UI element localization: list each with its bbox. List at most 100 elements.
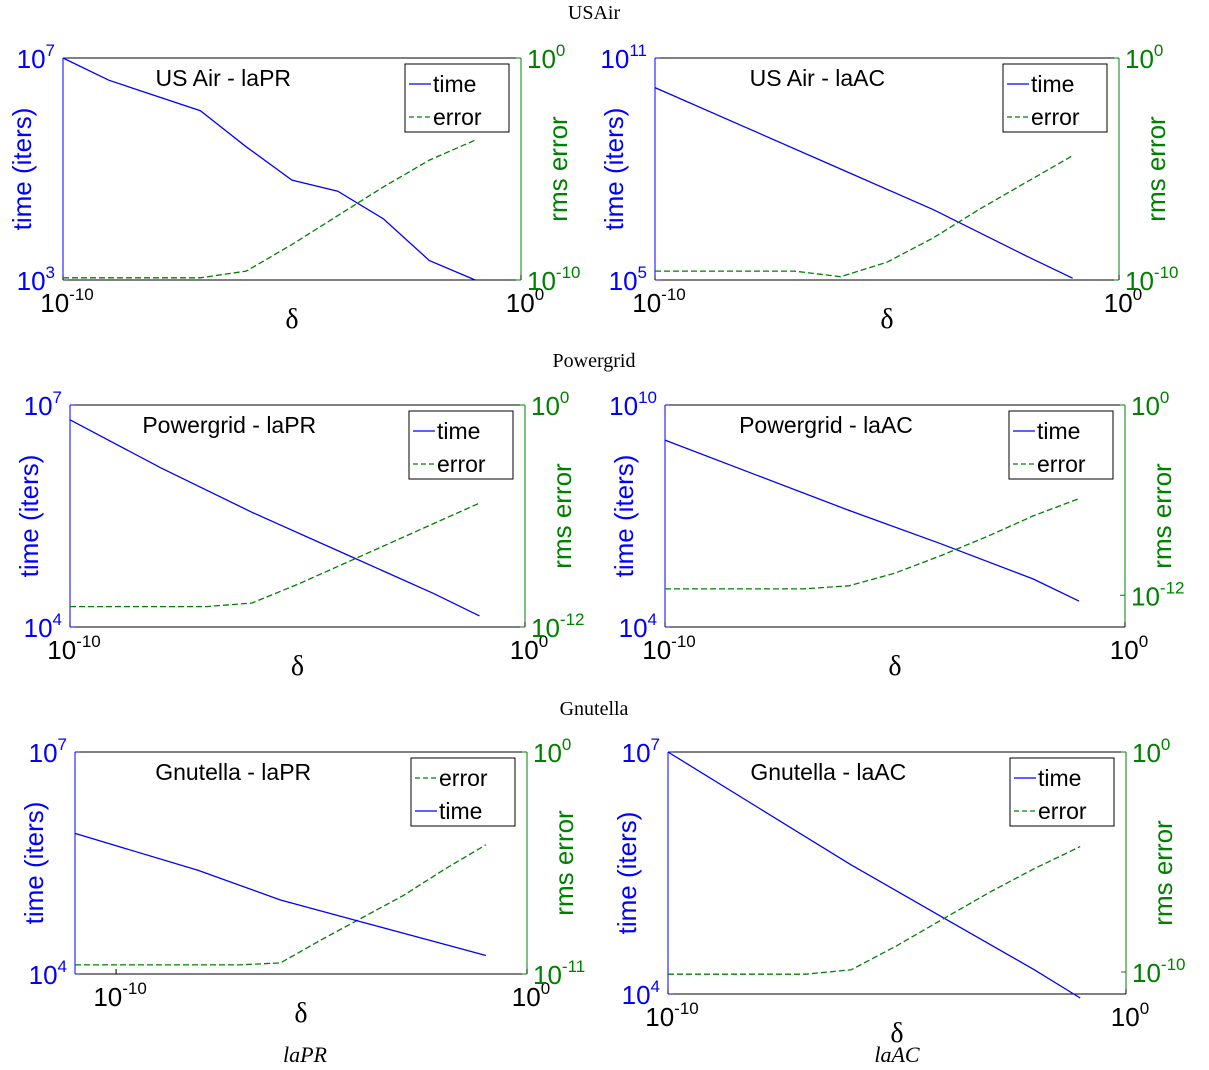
x-tick-label: 100	[1110, 632, 1148, 665]
series-line-time	[664, 439, 1080, 602]
legend-label-time: time	[433, 71, 476, 97]
x-tick-label: 10-10	[642, 632, 696, 665]
row-title-gnutella: Gnutella	[560, 698, 629, 720]
x-axis-label: δ	[285, 304, 298, 335]
y-right-tick-label: 10-10	[1132, 955, 1186, 988]
series-line-time	[654, 87, 1073, 279]
legend: time error	[1009, 757, 1115, 827]
legend-box	[1002, 63, 1108, 133]
series-line-time	[667, 751, 1081, 999]
x-axis-label: δ	[890, 1018, 903, 1049]
x-tick-label: 10-10	[645, 999, 699, 1032]
column-caption-lapr: laPR	[283, 1042, 328, 1067]
y-right-tick-label: 10-11	[533, 957, 585, 990]
x-axis-label: δ	[291, 651, 304, 682]
panel-title: US Air - laPR	[156, 65, 291, 91]
panel-title: Powergrid - laPR	[142, 412, 316, 438]
y-axis-label-right: rms error	[1141, 116, 1171, 222]
y-right-tick-label: 100	[1132, 735, 1170, 768]
legend-label-time: time	[439, 798, 482, 824]
series-line-error	[75, 844, 487, 966]
legend-label-time: time	[437, 418, 480, 444]
y-axis-label-left: time (iters)	[7, 108, 37, 231]
legend: time error	[1002, 63, 1108, 133]
y-right-tick-label: 100	[531, 388, 569, 421]
legend-label-time: time	[1038, 765, 1081, 791]
column-caption-laac: laAC	[874, 1042, 920, 1067]
series-line-time	[69, 419, 480, 617]
panel-title: Gnutella - laAC	[750, 759, 906, 785]
y-axis-label-right: rms error	[1147, 463, 1177, 569]
legend-label-error: error	[439, 765, 488, 791]
legend-label-error: error	[433, 104, 482, 130]
legend-box	[410, 757, 516, 827]
y-axis-label-left: time (iters)	[19, 802, 49, 925]
y-left-tick-label: 107	[29, 735, 67, 768]
legend-box	[404, 63, 510, 133]
y-left-tick-label: 1011	[600, 41, 647, 74]
x-axis-label: δ	[880, 304, 893, 335]
legend: error time	[410, 757, 516, 827]
y-left-tick-label: 107	[24, 388, 62, 421]
legend: time error	[404, 63, 510, 133]
x-tick-label: 100	[512, 979, 550, 1012]
series-line-error	[665, 497, 1080, 590]
y-axis-label-left: time (iters)	[609, 455, 639, 578]
x-tick-label: 10-10	[47, 632, 101, 665]
panel-title: Powergrid - laAC	[739, 412, 913, 438]
legend-label-error: error	[437, 451, 486, 477]
y-right-tick-label: 100	[527, 41, 565, 74]
series-line-error	[655, 155, 1073, 278]
y-right-tick-label: 10-12	[1131, 578, 1185, 611]
y-right-tick-label: 100	[1125, 41, 1163, 74]
row-title-powergrid: Powergrid	[553, 350, 636, 372]
legend-label-error: error	[1038, 798, 1087, 824]
series-line-error	[668, 846, 1081, 975]
x-tick-label: 100	[506, 285, 544, 318]
y-left-tick-label: 104	[622, 977, 660, 1010]
y-right-tick-label: 100	[533, 735, 571, 768]
y-right-tick-label: 10-10	[527, 263, 581, 296]
y-axis-label-left: time (iters)	[599, 108, 629, 231]
y-axis-label-right: rms error	[547, 463, 577, 569]
legend-label-time: time	[1031, 71, 1074, 97]
row-title-usair: USAir	[568, 2, 621, 24]
chart-panel-4: 10-10 100 1010 104 100 10-12 δ time (iters) rms …	[609, 388, 1185, 682]
legend: time error	[1008, 410, 1114, 480]
chart-panel-6: 10-10 100 107 104 100 10-10 δ time (iters) rms e…	[612, 735, 1186, 1049]
series-line-time	[62, 57, 476, 281]
y-left-tick-label: 105	[609, 263, 647, 296]
y-left-tick-label: 107	[17, 41, 55, 74]
legend-box	[408, 410, 514, 480]
panel-title: Gnutella - laPR	[155, 759, 311, 785]
panel-title: US Air - laAC	[750, 65, 885, 91]
y-left-tick-label: 104	[24, 610, 62, 643]
y-right-tick-label: 10-10	[1125, 263, 1179, 296]
x-tick-label: 10-10	[632, 285, 686, 318]
x-tick-label: 10-10	[93, 979, 147, 1012]
y-left-tick-label: 1010	[609, 388, 657, 421]
y-axis-label-right: rms error	[543, 116, 573, 222]
series-line-time	[74, 832, 487, 957]
legend-box	[1008, 410, 1114, 480]
legend-box	[1009, 757, 1115, 827]
y-axis-label-right: rms error	[549, 810, 579, 916]
y-left-tick-label: 103	[17, 263, 55, 296]
legend: time error	[408, 410, 514, 480]
legend-label-time: time	[1037, 418, 1080, 444]
y-axis-label-left: time (iters)	[14, 455, 44, 578]
x-tick-label: 100	[1104, 285, 1142, 318]
y-left-tick-label: 104	[619, 610, 657, 643]
y-axis-label-left: time (iters)	[612, 812, 642, 935]
x-tick-label: 100	[510, 632, 548, 665]
y-right-tick-label: 10-12	[531, 610, 585, 643]
series-line-error	[70, 502, 480, 608]
y-left-tick-label: 107	[622, 735, 660, 768]
x-axis-label: δ	[888, 651, 901, 682]
x-axis-label: δ	[294, 998, 307, 1029]
